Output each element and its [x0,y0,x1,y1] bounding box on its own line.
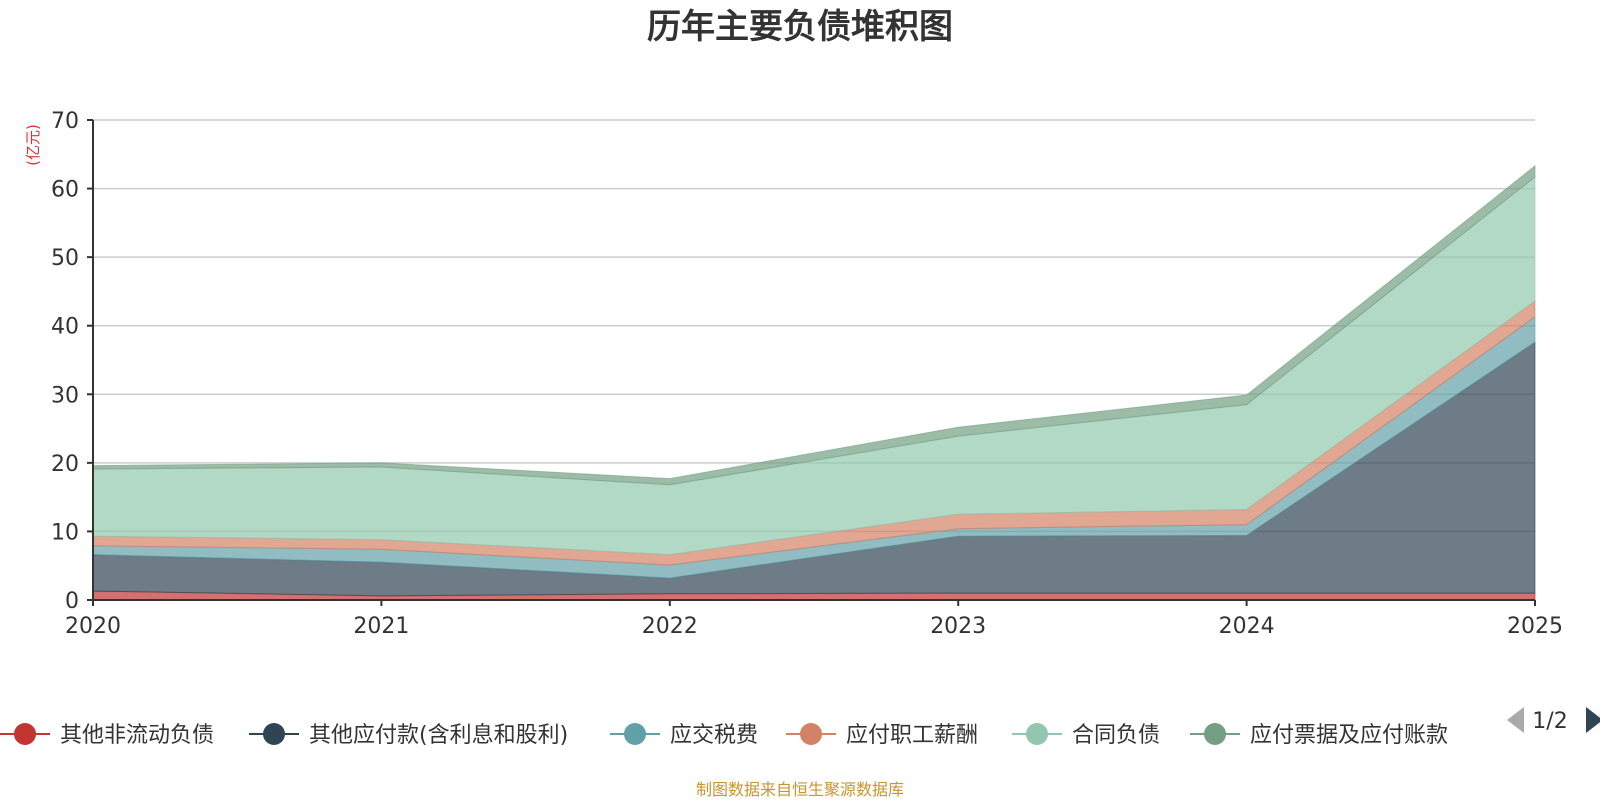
x-tick-label: 2024 [1219,614,1275,639]
stacked-areas [92,164,1536,601]
y-tick-label: 20 [51,452,79,477]
legend-item-4[interactable]: 应付职工薪酬 [786,723,978,748]
y-tick-label: 40 [51,315,79,340]
x-tick-label: 2020 [65,614,121,639]
legend-label: 其他应付款(含利息和股利) [309,723,568,748]
legend-prev-page-icon[interactable] [1507,707,1524,733]
source-note: 制图数据来自恒生聚源数据库 [696,780,904,799]
legend-label: 其他非流动负债 [60,723,214,748]
y-axis-unit-label: (亿元) [24,124,42,166]
legend-label: 应付职工薪酬 [846,723,978,748]
legend-marker-icon [800,723,822,745]
chart-title: 历年主要负债堆积图 [647,7,953,47]
legend-marker-icon [624,723,646,745]
legend-next-page-icon[interactable] [1586,707,1600,733]
axes [92,120,1535,601]
legend-pager: 1/2 [1507,707,1600,734]
legend-label: 应付票据及应付账款 [1250,723,1448,748]
legend-marker-icon [263,723,285,745]
legend-marker-icon [1026,723,1048,745]
y-tick-label: 50 [51,246,79,271]
y-axis-ticks: 0 10 20 30 40 50 60 70 [51,109,93,614]
area-series-6[interactable] [92,164,1536,486]
legend-item-6[interactable]: 应付票据及应付账款 [1190,723,1448,748]
legend-item-5[interactable]: 合同负债 [1012,723,1160,748]
legend-marker-icon [14,723,36,745]
legend-marker-icon [1204,723,1226,745]
legend-item-2[interactable]: 其他应付款(含利息和股利) [249,723,568,748]
y-tick-label: 60 [51,178,79,203]
legend-label: 应交税费 [670,723,758,748]
y-tick-label: 0 [65,589,79,614]
y-tick-label: 10 [51,520,79,545]
x-tick-label: 2025 [1507,614,1563,639]
y-tick-label: 30 [51,383,79,408]
x-axis-ticks: 2020 2021 2022 2023 2024 2025 [65,600,1563,639]
legend-item-3[interactable]: 应交税费 [610,723,758,748]
legend: 其他非流动负债 其他应付款(含利息和股利) 应交税费 应付职工薪酬 合同负债 应付票据及应… [0,723,1448,748]
legend-page-indicator: 1/2 [1532,709,1567,734]
x-tick-label: 2023 [930,614,986,639]
x-tick-label: 2021 [353,614,409,639]
legend-label: 合同负债 [1072,723,1160,748]
legend-item-1[interactable]: 其他非流动负债 [0,723,214,748]
y-tick-label: 70 [51,109,79,134]
x-tick-label: 2022 [642,614,698,639]
